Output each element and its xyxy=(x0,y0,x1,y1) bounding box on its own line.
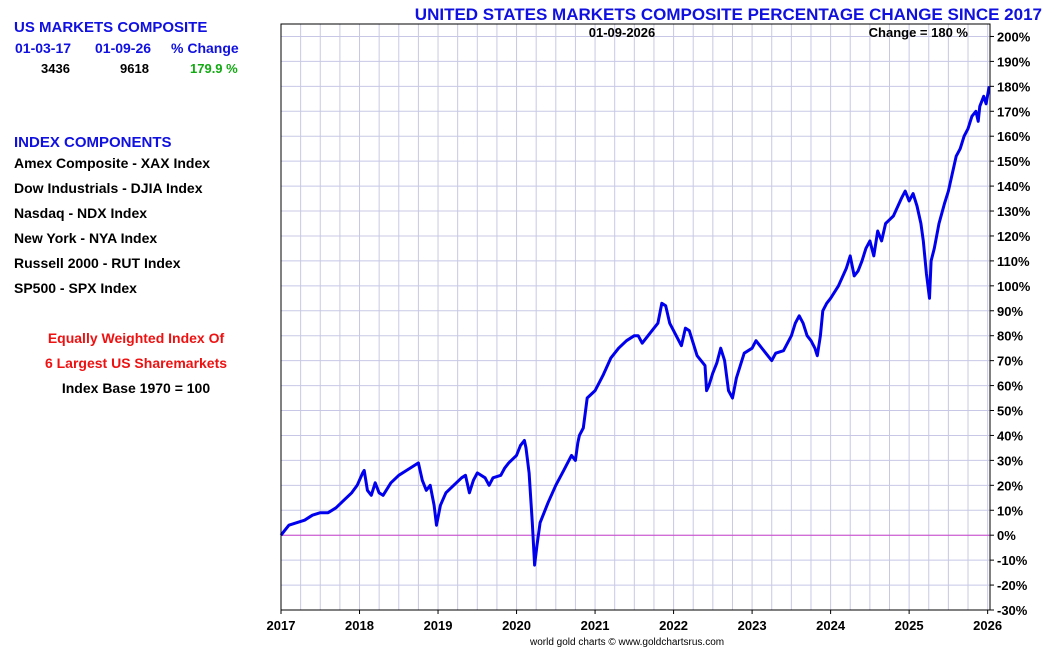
y-tick-label: 170% xyxy=(997,104,1031,119)
y-tick-label: -10% xyxy=(997,553,1028,568)
y-tick-label: 10% xyxy=(997,503,1023,518)
x-tick-label: 2022 xyxy=(659,618,688,633)
y-tick-label: 100% xyxy=(997,279,1031,294)
x-tick-label: 2017 xyxy=(267,618,296,633)
x-tick-label: 2021 xyxy=(581,618,610,633)
note-line-1: Equally Weighted Index Of xyxy=(47,330,225,346)
y-tick-label: 140% xyxy=(997,179,1031,194)
x-tick-label: 2025 xyxy=(895,618,924,633)
x-tick-label: 2023 xyxy=(738,618,767,633)
end-date-header: 01-09-26 xyxy=(95,40,152,56)
x-axis-ticks: 2017 2018 2019 2020 2021 2022 2023 2024 2025 2026 xyxy=(267,610,1002,633)
percent-change-value: 179.9 % xyxy=(190,61,238,76)
y-tick-label: 0% xyxy=(997,528,1016,543)
x-tick-label: 2020 xyxy=(502,618,531,633)
y-tick-label: -30% xyxy=(997,603,1028,618)
component-item: Dow Industrials - DJIA Index xyxy=(14,180,203,196)
component-item: New York - NYA Index xyxy=(14,230,158,246)
y-tick-label: 80% xyxy=(997,329,1023,344)
x-tick-label: 2024 xyxy=(816,618,846,633)
y-tick-label: 70% xyxy=(997,354,1023,369)
component-item: Amex Composite - XAX Index xyxy=(14,155,211,171)
y-tick-label: 110% xyxy=(997,254,1030,269)
y-tick-label: 20% xyxy=(997,478,1023,493)
y-axis-ticks: -30% -20% -10% 0% 10% 20% 30% 40% 50% 60% 70% 80% 90… xyxy=(990,29,1031,618)
composite-series-line xyxy=(279,86,991,567)
end-value: 9618 xyxy=(120,61,149,76)
component-item: SP500 - SPX Index xyxy=(14,280,137,296)
components-title: INDEX COMPONENTS xyxy=(14,134,172,151)
y-tick-label: 130% xyxy=(997,204,1031,219)
x-tick-label: 2019 xyxy=(424,618,453,633)
start-value: 3436 xyxy=(41,61,70,76)
composite-title: US MARKETS COMPOSITE xyxy=(14,19,208,36)
y-tick-label: 90% xyxy=(997,304,1023,319)
y-tick-label: 150% xyxy=(997,154,1031,169)
component-item: Nasdaq - NDX Index xyxy=(14,205,148,221)
x-tick-label: 2026 xyxy=(973,618,1002,633)
y-tick-label: 40% xyxy=(997,428,1023,443)
y-tick-label: 190% xyxy=(997,54,1031,69)
note-line-2: 6 Largest US Sharemarkets xyxy=(44,355,228,371)
start-date-header: 01-03-17 xyxy=(15,40,72,56)
percent-change-header: % Change xyxy=(171,40,239,56)
y-tick-label: 200% xyxy=(997,29,1031,44)
credit-text: world gold charts © www.goldchartsrus.co… xyxy=(530,637,725,648)
chart-title: UNITED STATES MARKETS COMPOSITE PERCENTA… xyxy=(414,5,1042,24)
y-tick-label: 120% xyxy=(997,229,1031,244)
y-tick-label: -20% xyxy=(997,578,1028,593)
y-tick-label: 30% xyxy=(997,453,1023,468)
component-item: Russell 2000 - RUT Index xyxy=(14,255,181,271)
note-line-3: Index Base 1970 = 100 xyxy=(61,380,211,396)
y-tick-label: 50% xyxy=(997,404,1023,419)
y-tick-label: 160% xyxy=(997,129,1031,144)
x-tick-label: 2018 xyxy=(345,618,374,633)
plot-frame xyxy=(280,23,991,611)
y-tick-label: 180% xyxy=(997,79,1031,94)
y-tick-label: 60% xyxy=(997,379,1023,394)
grid xyxy=(280,24,990,611)
annotation-date: 01-09-2026 xyxy=(589,25,656,40)
annotation-change: Change = 180 % xyxy=(869,25,969,40)
